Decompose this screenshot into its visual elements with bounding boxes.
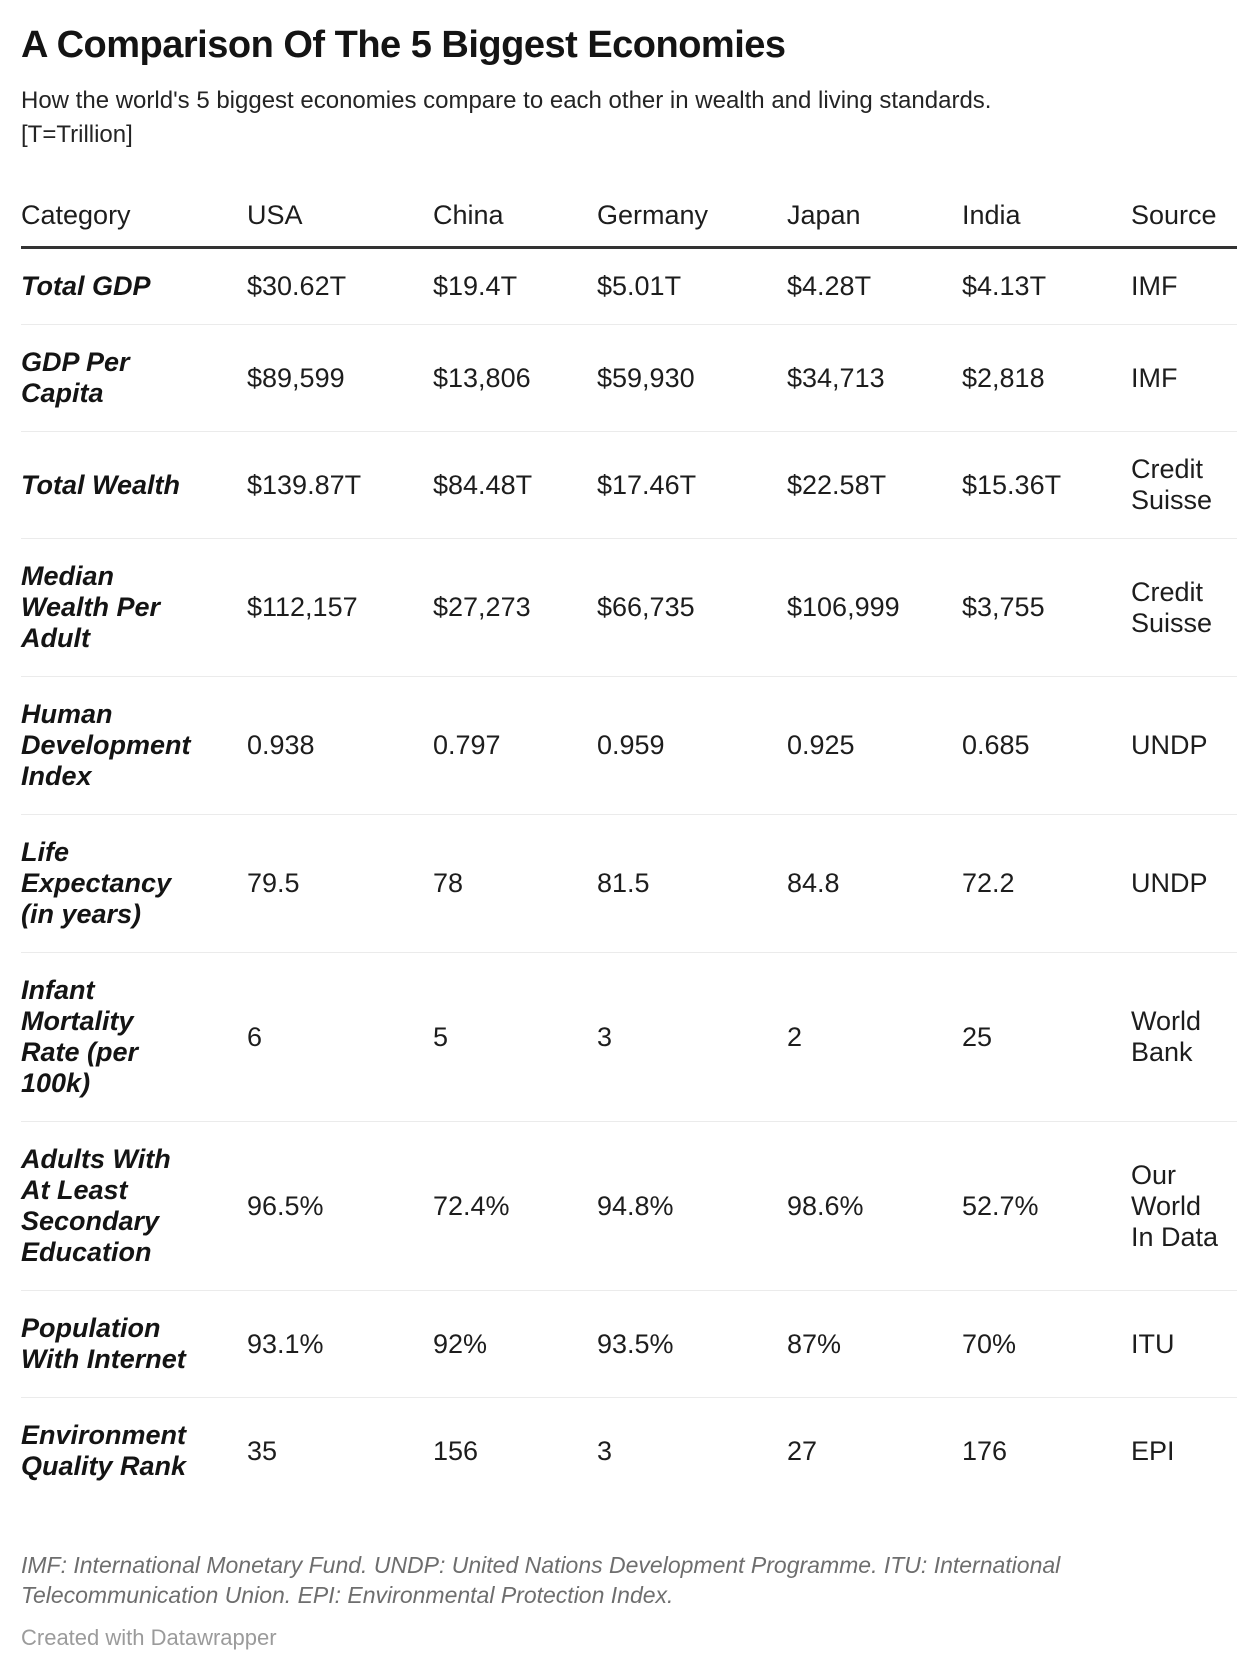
cell-source: UNDP <box>1131 676 1237 815</box>
cell-china: 72.4% <box>433 1121 597 1291</box>
cell-germany: 3 <box>597 952 787 1122</box>
cell-usa: $139.87T <box>247 431 433 539</box>
cell-germany: 0.959 <box>597 676 787 815</box>
cell-germany: $66,735 <box>597 538 787 677</box>
comparison-table: Category USA China Germany Japan India S… <box>21 192 1237 1504</box>
table-row-population-internet: Population With Internet 93.1% 92% 93.5%… <box>21 1290 1237 1398</box>
table-row-secondary-education: Adults With At Least Secondary Education… <box>21 1121 1237 1291</box>
cell-india: $4.13T <box>962 247 1131 325</box>
cell-china: 92% <box>433 1290 597 1398</box>
chart-title: A Comparison Of The 5 Biggest Economies <box>21 24 786 66</box>
cell-source: UNDP <box>1131 814 1237 953</box>
table-row-hdi: Human Development Index 0.938 0.797 0.95… <box>21 676 1237 815</box>
cell-source: World Bank <box>1131 952 1237 1122</box>
row-label: Median Wealth Per Adult <box>21 538 247 677</box>
cell-china: 78 <box>433 814 597 953</box>
cell-japan: $22.58T <box>787 431 962 539</box>
cell-japan: 27 <box>787 1435 818 1466</box>
cell-india: 52.7% <box>962 1121 1131 1291</box>
table-row-total-wealth: Total Wealth $139.87T $84.48T $17.46T $2… <box>21 431 1237 539</box>
cell-germany: 3 <box>597 1435 613 1466</box>
cell-india: 0.685 <box>962 676 1131 815</box>
table-header: Category USA China Germany Japan India S… <box>21 192 1237 249</box>
cell-japan: $34,713 <box>787 324 962 432</box>
cell-china: $27,273 <box>433 538 597 677</box>
cell-source: EPI <box>1131 1435 1175 1466</box>
column-header-india: India <box>962 192 1131 249</box>
cell-usa: 96.5% <box>247 1121 433 1291</box>
cell-japan: 84.8 <box>787 814 962 953</box>
cell-usa: 0.938 <box>247 676 433 815</box>
cell-source: ITU <box>1131 1290 1237 1398</box>
cell-japan: 98.6% <box>787 1121 962 1291</box>
cell-china: 5 <box>433 952 597 1122</box>
table-row-total-gdp: Total GDP $30.62T $19.4T $5.01T $4.28T $… <box>21 247 1237 325</box>
table-row-infant-mortality: Infant Mortality Rate (per 100k) 6 5 3 2… <box>21 952 1237 1122</box>
cell-germany: 93.5% <box>597 1290 787 1398</box>
cell-germany: $59,930 <box>597 324 787 432</box>
row-label: Total Wealth <box>21 431 247 539</box>
cell-japan: $106,999 <box>787 538 962 677</box>
cell-source: Our World In Data <box>1131 1121 1237 1291</box>
cell-source: Credit Suisse <box>1131 431 1237 539</box>
datawrapper-credit: Created with Datawrapper <box>21 1625 277 1650</box>
cell-japan: 0.925 <box>787 676 962 815</box>
table-row-life-expectancy: Life Expectancy (in years) 79.5 78 81.5 … <box>21 814 1237 953</box>
row-label: Population With Internet <box>21 1290 247 1398</box>
cell-usa: 6 <box>247 952 433 1122</box>
cell-usa: $30.62T <box>247 247 433 325</box>
cell-usa: 93.1% <box>247 1290 433 1398</box>
row-label: Human Development Index <box>21 676 247 815</box>
row-label: Infant Mortality Rate (per 100k) <box>21 952 247 1122</box>
cell-india: 176 <box>962 1435 1008 1466</box>
cell-japan: 87% <box>787 1290 962 1398</box>
cell-source: IMF <box>1131 247 1237 325</box>
table-row-gdp-per-capita: GDP Per Capita $89,599 $13,806 $59,930 $… <box>21 324 1237 432</box>
row-label: Total GDP <box>21 247 247 325</box>
cell-usa: $112,157 <box>247 538 433 677</box>
cell-germany: 94.8% <box>597 1121 787 1291</box>
table-row-environment-rank: Environment Quality Rank 35 156 3 27 176… <box>21 1398 1237 1505</box>
column-header-category: Category <box>21 192 247 249</box>
cell-india: 72.2 <box>962 814 1131 953</box>
column-header-usa: USA <box>247 192 433 249</box>
cell-china: $84.48T <box>433 431 597 539</box>
cell-japan: $4.28T <box>787 247 962 325</box>
table-row-median-wealth: Median Wealth Per Adult $112,157 $27,273… <box>21 538 1237 677</box>
cell-china: 156 <box>433 1435 479 1466</box>
cell-india: $2,818 <box>962 324 1131 432</box>
cell-china: 0.797 <box>433 676 597 815</box>
cell-source: Credit Suisse <box>1131 538 1237 677</box>
cell-source: IMF <box>1131 324 1237 432</box>
cell-japan: 2 <box>787 952 962 1122</box>
cell-china: $13,806 <box>433 324 597 432</box>
header-row: Category USA China Germany Japan India S… <box>21 192 1237 249</box>
cell-india: $3,755 <box>962 538 1131 677</box>
cell-germany: 81.5 <box>597 814 787 953</box>
chart-subtitle: How the world's 5 biggest economies comp… <box>21 87 992 148</box>
row-label: GDP Per Capita <box>21 324 247 432</box>
column-header-source: Source <box>1131 192 1237 249</box>
cell-germany: $5.01T <box>597 247 787 325</box>
footnotes: IMF: International Monetary Fund. UNDP: … <box>21 1552 1061 1608</box>
cell-india: 70% <box>962 1290 1131 1398</box>
cell-usa: $89,599 <box>247 324 433 432</box>
cell-india: 25 <box>962 952 1131 1122</box>
row-label: Environment Quality Rank <box>21 1420 187 1481</box>
cell-usa: 35 <box>247 1435 278 1466</box>
cell-china: $19.4T <box>433 247 597 325</box>
row-label: Adults With At Least Secondary Education <box>21 1121 247 1291</box>
column-header-china: China <box>433 192 597 249</box>
cell-germany: $17.46T <box>597 431 787 539</box>
row-label: Life Expectancy (in years) <box>21 814 247 953</box>
column-header-japan: Japan <box>787 192 962 249</box>
cell-usa: 79.5 <box>247 814 433 953</box>
cell-india: $15.36T <box>962 431 1131 539</box>
column-header-germany: Germany <box>597 192 787 249</box>
